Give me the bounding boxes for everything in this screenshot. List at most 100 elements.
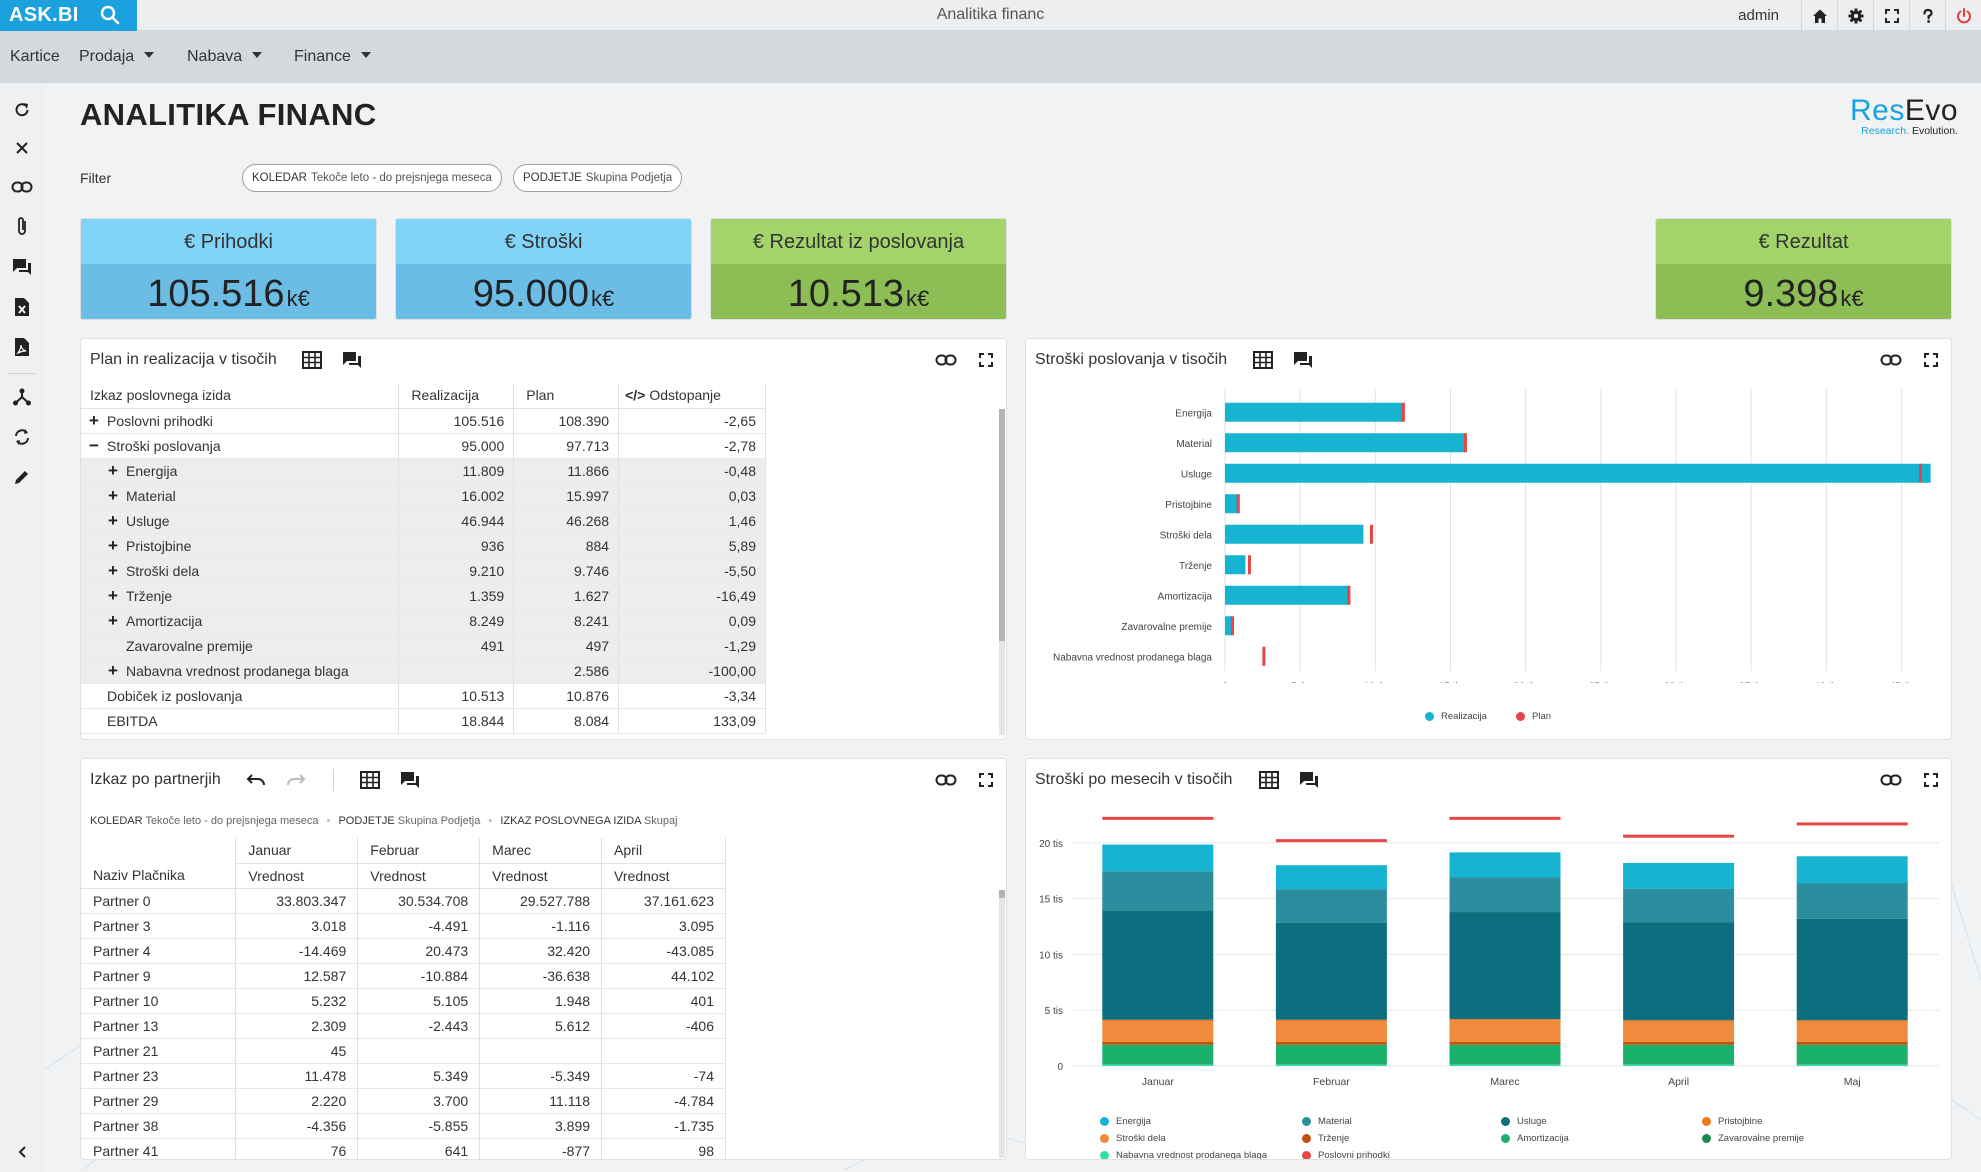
table-row[interactable]: + Trženje 1.359 1.627 -16,49 xyxy=(81,583,766,608)
table-row[interactable]: EBITDA 18.844 8.084 133,09 xyxy=(81,708,766,733)
sync-icon[interactable] xyxy=(10,425,34,449)
stack-segment[interactable] xyxy=(1102,1064,1214,1066)
stack-segment[interactable] xyxy=(1796,1064,1908,1066)
expand-plus-icon[interactable]: + xyxy=(108,560,118,580)
fullscreen-icon[interactable] xyxy=(1873,0,1909,31)
plan-line-marker[interactable] xyxy=(1449,816,1561,820)
column-header-odstopanje[interactable]: </> Odstopanje xyxy=(618,383,766,408)
link-icon[interactable] xyxy=(1879,768,1903,792)
link-icon[interactable] xyxy=(934,768,958,792)
plan-marker[interactable] xyxy=(1918,463,1922,483)
stack-segment[interactable] xyxy=(1449,877,1561,913)
stack-segment[interactable] xyxy=(1449,1019,1561,1021)
collapse-chevron-left-icon[interactable] xyxy=(10,1140,34,1164)
stack-segment[interactable] xyxy=(1102,844,1214,872)
plan-marker[interactable] xyxy=(1401,402,1405,422)
month-header[interactable]: Februar xyxy=(357,838,481,864)
stack-segment[interactable] xyxy=(1623,922,1735,1021)
table-row[interactable]: Partner 41 76 641 -877 98 xyxy=(81,1138,726,1159)
stack-segment[interactable] xyxy=(1796,856,1908,884)
nav-item-kartice[interactable]: Kartice xyxy=(10,48,60,66)
stack-segment[interactable] xyxy=(1275,1021,1387,1043)
scrollbar-thumb[interactable] xyxy=(999,890,1005,898)
table-row[interactable]: Partner 10 5.232 5.105 1.948 401 xyxy=(81,988,726,1013)
undo-icon[interactable] xyxy=(244,768,268,792)
legend-item[interactable]: Amortizacija xyxy=(1501,1133,1569,1144)
vertical-scrollbar[interactable] xyxy=(999,890,1005,1158)
legend-item[interactable]: Stroški dela xyxy=(1100,1133,1166,1144)
table-row[interactable]: Partner 0 33.803.347 30.534.708 29.527.788 3… xyxy=(81,888,726,913)
table-row[interactable]: + Amortizacija 8.249 8.241 0,09 xyxy=(81,608,766,633)
legend-item[interactable]: Poslovni prihodki xyxy=(1302,1150,1390,1159)
app-logo[interactable]: ASK.BI xyxy=(0,0,137,31)
bar-realizacija[interactable] xyxy=(1225,524,1364,544)
expand-plus-icon[interactable]: + xyxy=(108,485,118,505)
stack-segment[interactable] xyxy=(1275,1044,1387,1064)
stack-segment[interactable] xyxy=(1102,1019,1214,1022)
filter-crumb-podjetje[interactable]: PODJETJE Skupina Podjetja xyxy=(338,815,480,827)
table-row[interactable]: − Stroški poslovanja 95.000 97.713 -2,78 xyxy=(81,433,766,458)
table-row[interactable]: Partner 3 3.018 -4.491 -1.116 3.095 xyxy=(81,913,726,938)
comments-icon[interactable] xyxy=(10,255,34,279)
nav-item-prodaja[interactable]: Prodaja xyxy=(79,48,155,66)
scrollbar-thumb[interactable] xyxy=(999,409,1005,641)
stack-segment[interactable] xyxy=(1275,865,1387,890)
power-icon[interactable] xyxy=(1945,0,1981,31)
fullscreen-icon[interactable] xyxy=(974,348,998,372)
table-row[interactable]: Partner 13 2.309 -2.443 5.612 -406 xyxy=(81,1013,726,1038)
plan-marker[interactable] xyxy=(1463,433,1467,453)
legend-item-plan[interactable]: Plan xyxy=(1516,711,1551,722)
table-row[interactable]: Partner 23 11.478 5.349 -5.349 -74 xyxy=(81,1063,726,1088)
legend-item[interactable]: Nabavna vrednost prodanega blaga xyxy=(1100,1150,1267,1159)
stack-segment[interactable] xyxy=(1449,1020,1561,1043)
plan-marker[interactable] xyxy=(1347,585,1351,605)
table-row[interactable]: + Pristojbine 936 884 5,89 xyxy=(81,533,766,558)
stack-segment[interactable] xyxy=(1275,922,1387,1020)
nav-item-nabava[interactable]: Nabava xyxy=(187,48,263,66)
expand-plus-icon[interactable]: + xyxy=(108,585,118,605)
link-icon[interactable] xyxy=(1879,348,1903,372)
stack-segment[interactable] xyxy=(1102,1044,1214,1064)
comments-icon[interactable] xyxy=(1291,348,1315,372)
table-row[interactable]: + Material 16.002 15.997 0,03 xyxy=(81,483,766,508)
kpi-card-rezultat[interactable]: € Rezultat 9.398k€ xyxy=(1655,218,1952,320)
table-view-icon[interactable] xyxy=(1251,348,1275,372)
bar-realizacija[interactable] xyxy=(1225,433,1466,453)
comments-icon[interactable] xyxy=(340,348,364,372)
stack-segment[interactable] xyxy=(1102,910,1214,1020)
comments-icon[interactable] xyxy=(398,768,422,792)
stack-segment[interactable] xyxy=(1623,1063,1735,1065)
table-row[interactable]: Partner 38 -4.356 -5.855 3.899 -1.735 xyxy=(81,1113,726,1138)
kpi-card-rezultat-poslovanja[interactable]: € Rezultat iz poslovanja 10.513k€ xyxy=(710,218,1007,320)
row-header[interactable]: Naziv Plačnika xyxy=(81,863,237,888)
plan-line-marker[interactable] xyxy=(1275,839,1387,843)
stack-segment[interactable] xyxy=(1796,883,1908,919)
table-row[interactable]: Zavarovalne premije 491 497 -1,29 xyxy=(81,633,766,658)
plan-line-marker[interactable] xyxy=(1102,816,1214,820)
table-view-icon[interactable] xyxy=(300,348,324,372)
stack-segment[interactable] xyxy=(1623,1044,1735,1064)
stack-segment[interactable] xyxy=(1796,1044,1908,1064)
stack-segment[interactable] xyxy=(1623,862,1735,889)
bar-realizacija[interactable] xyxy=(1225,463,1931,483)
stack-segment[interactable] xyxy=(1449,1064,1561,1066)
legend-item[interactable]: Energija xyxy=(1100,1116,1151,1127)
help-icon[interactable] xyxy=(1909,0,1945,31)
column-header[interactable]: Realizacija xyxy=(398,383,515,408)
bar-realizacija[interactable] xyxy=(1225,402,1403,422)
attachment-icon[interactable] xyxy=(10,215,34,239)
collapse-minus-icon[interactable]: − xyxy=(89,435,99,455)
stack-segment[interactable] xyxy=(1275,1064,1387,1066)
stack-segment[interactable] xyxy=(1796,1042,1908,1045)
bar-realizacija[interactable] xyxy=(1225,616,1233,636)
table-view-icon[interactable] xyxy=(358,768,382,792)
table-row[interactable]: + Stroški dela 9.210 9.746 -5,50 xyxy=(81,558,766,583)
expand-plus-icon[interactable]: + xyxy=(108,510,118,530)
stack-segment[interactable] xyxy=(1623,888,1735,923)
table-row[interactable]: Partner 29 2.220 3.700 11.118 -4.784 xyxy=(81,1088,726,1113)
column-header[interactable]: Plan xyxy=(513,383,620,408)
stack-segment[interactable] xyxy=(1623,1064,1735,1066)
stack-segment[interactable] xyxy=(1796,1063,1908,1065)
expand-plus-icon[interactable]: + xyxy=(108,535,118,555)
plan-marker[interactable] xyxy=(1247,555,1251,575)
